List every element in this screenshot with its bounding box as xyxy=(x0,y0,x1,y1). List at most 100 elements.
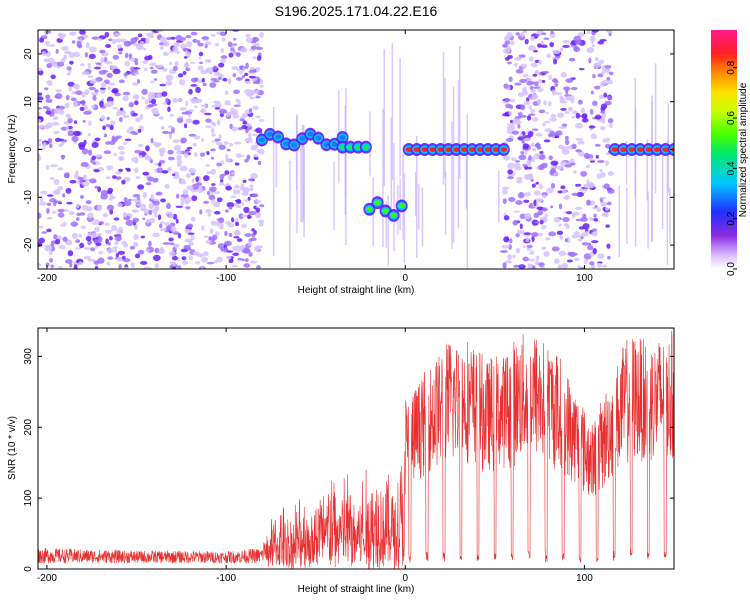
noise-speckle xyxy=(141,96,146,100)
noise-speckle xyxy=(88,53,96,60)
noise-speckle xyxy=(172,46,179,53)
noise-speckle xyxy=(551,89,557,96)
noise-speckle xyxy=(97,236,103,243)
noise-speckle xyxy=(181,256,187,261)
noise-speckle xyxy=(508,238,513,244)
noise-speckle xyxy=(216,256,223,263)
noise-speckle xyxy=(554,83,559,87)
noise-speckle xyxy=(562,44,570,48)
noise-speckle xyxy=(161,91,168,97)
snr-y-tick-label: 200 xyxy=(23,418,34,435)
noise-speckle xyxy=(589,160,596,163)
noise-speckle xyxy=(176,154,182,161)
noise-speckle xyxy=(559,100,568,104)
noise-speckle xyxy=(246,136,253,141)
noise-speckle xyxy=(571,95,575,101)
noise-speckle xyxy=(115,171,122,175)
noise-speckle xyxy=(517,112,523,116)
noise-speckle xyxy=(241,75,245,79)
noise-speckle xyxy=(74,120,78,125)
noise-speckle xyxy=(502,43,508,48)
colorbar-tick-label: 0.6 xyxy=(726,111,737,125)
track-core xyxy=(290,142,298,148)
noise-speckle xyxy=(136,203,142,207)
noise-speckle xyxy=(589,261,595,266)
noise-speckle xyxy=(559,95,564,101)
noise-speckle xyxy=(508,111,512,116)
noise-speckle xyxy=(564,135,569,141)
noise-speckle xyxy=(531,235,535,243)
noise-speckle xyxy=(566,259,573,263)
noise-speckle xyxy=(180,137,188,144)
noise-speckle xyxy=(49,198,57,203)
noise-speckle xyxy=(558,203,563,210)
noise-speckle xyxy=(248,240,253,247)
noise-speckle xyxy=(127,198,132,202)
noise-speckle xyxy=(220,55,228,60)
noise-speckle xyxy=(122,212,128,218)
noise-speckle xyxy=(583,258,588,265)
noise-speckle xyxy=(501,244,510,249)
noise-speckle xyxy=(157,214,162,221)
noise-speckle xyxy=(575,137,584,141)
noise-speckle xyxy=(600,196,607,200)
spectrogram-y-tick-label: -20 xyxy=(23,237,34,252)
noise-speckle xyxy=(118,168,123,173)
noise-speckle xyxy=(522,245,526,248)
noise-speckle xyxy=(210,78,218,81)
noise-speckle xyxy=(217,243,225,250)
noise-speckle xyxy=(541,246,547,251)
noise-speckle xyxy=(51,61,58,68)
noise-speckle xyxy=(104,31,110,38)
noise-speckle xyxy=(171,173,176,177)
noise-speckle xyxy=(116,256,124,262)
noise-speckle xyxy=(192,142,197,147)
noise-speckle xyxy=(38,138,43,143)
noise-speckle xyxy=(520,32,525,38)
spectrogram-x-tick-label: -200 xyxy=(37,273,57,284)
noise-speckle xyxy=(47,194,54,197)
noise-speckle xyxy=(557,190,563,194)
noise-speckle xyxy=(180,199,185,207)
noise-speckle xyxy=(559,47,564,52)
noise-speckle xyxy=(210,220,218,226)
noise-speckle xyxy=(99,100,104,107)
track-core xyxy=(468,147,476,152)
noise-speckle xyxy=(600,126,606,131)
noise-speckle xyxy=(185,41,193,48)
noise-speckle xyxy=(206,261,215,265)
noise-speckle xyxy=(532,128,539,131)
noise-speckle xyxy=(126,168,131,172)
noise-speckle xyxy=(144,154,150,160)
noise-speckle xyxy=(213,210,221,215)
noise-speckle xyxy=(593,213,597,218)
noise-speckle xyxy=(252,81,260,85)
noise-speckle xyxy=(601,264,608,268)
noise-speckle xyxy=(81,99,86,106)
noise-speckle xyxy=(227,78,232,85)
noise-speckle xyxy=(182,47,190,51)
noise-speckle xyxy=(73,264,78,269)
noise-speckle xyxy=(235,221,240,227)
noise-speckle xyxy=(530,89,536,94)
noise-speckle xyxy=(515,233,520,238)
noise-speckle xyxy=(187,232,195,235)
noise-speckle xyxy=(575,206,583,211)
noise-speckle xyxy=(534,261,540,266)
noise-speckle xyxy=(156,142,162,147)
noise-speckle xyxy=(48,44,56,47)
noise-speckle xyxy=(224,101,232,106)
snr-x-tick-label: 0 xyxy=(402,573,408,584)
noise-speckle xyxy=(38,119,42,123)
noise-speckle xyxy=(172,261,176,267)
noise-speckle xyxy=(100,52,109,57)
noise-speckle xyxy=(66,201,73,205)
noise-speckle xyxy=(76,41,82,48)
noise-speckle xyxy=(132,112,138,117)
spectrogram-x-tick-label: -100 xyxy=(216,273,236,284)
noise-speckle xyxy=(50,264,55,268)
noise-speckle xyxy=(230,217,235,223)
noise-speckle xyxy=(592,73,596,79)
noise-speckle xyxy=(523,232,532,236)
noise-speckle xyxy=(186,223,194,229)
